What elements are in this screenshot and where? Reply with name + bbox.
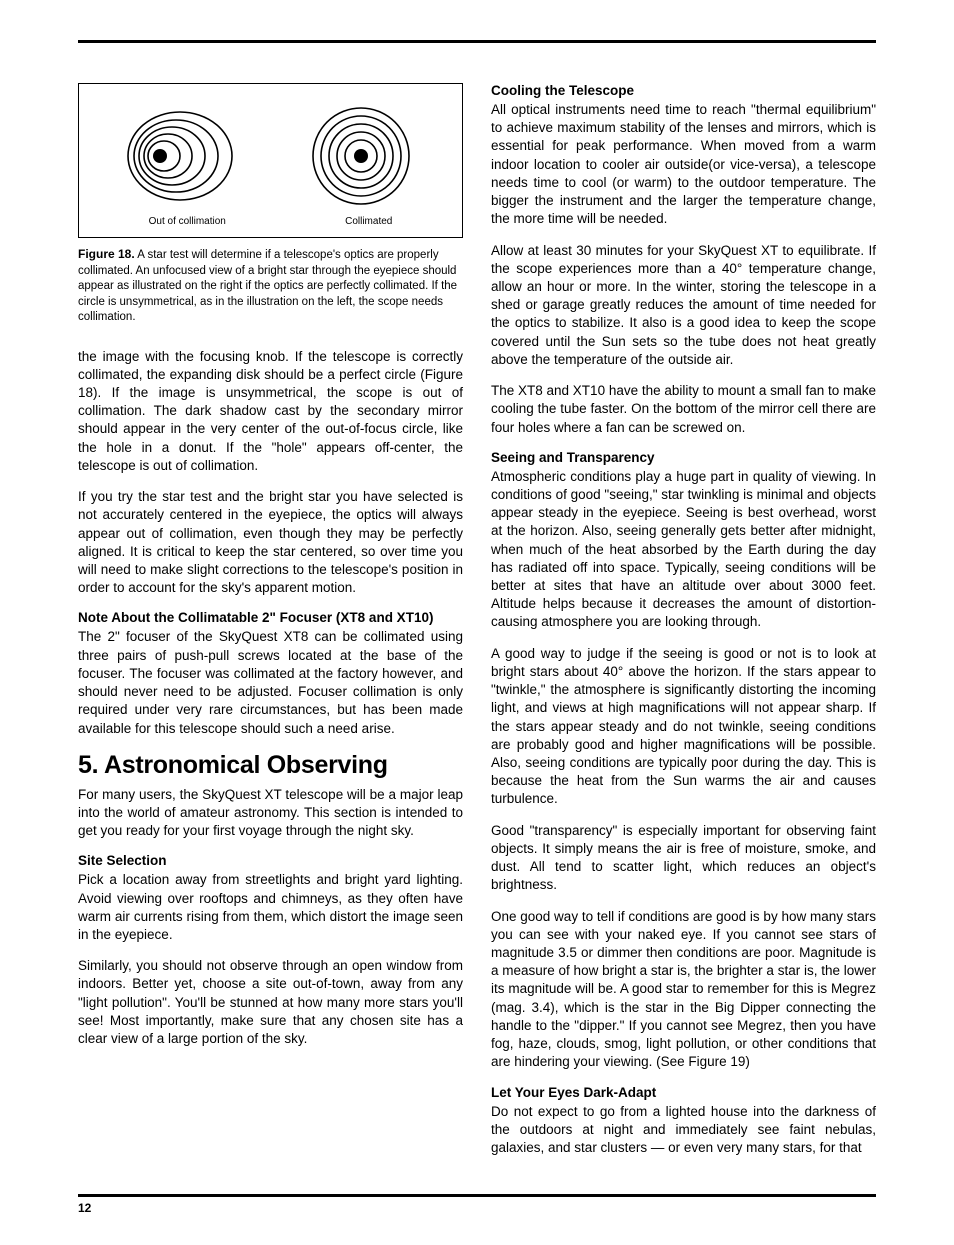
right-p3: The XT8 and XT10 have the ability to mou…	[491, 382, 876, 437]
bottom-rule	[78, 1194, 876, 1197]
collimated-label: Collimated	[345, 216, 392, 227]
heading-collimatable-focuser: Note About the Collimatable 2" Focuser (…	[78, 610, 463, 625]
collimated-diagram	[301, 98, 421, 208]
figure-18-caption-bold: Figure 18.	[78, 247, 135, 261]
heading-seeing-transparency: Seeing and Transparency	[491, 450, 876, 465]
left-p5: Pick a location away from streetlights a…	[78, 871, 463, 944]
heading-dark-adapt: Let Your Eyes Dark-Adapt	[491, 1085, 876, 1100]
left-column: Out of collimation Collimated Figure 18.…	[78, 83, 463, 1170]
out-of-collimation-label: Out of collimation	[149, 216, 226, 227]
figure-18-labels: Out of collimation Collimated	[89, 216, 452, 227]
left-p4: For many users, the SkyQuest XT telescop…	[78, 786, 463, 841]
left-p2: If you try the star test and the bright …	[78, 488, 463, 597]
figure-18-caption: Figure 18. A star test will determine if…	[78, 246, 463, 326]
figure-18-box: Out of collimation Collimated	[78, 83, 463, 238]
heading-cooling: Cooling the Telescope	[491, 83, 876, 98]
out-of-collimation-diagram	[120, 98, 240, 208]
two-column-layout: Out of collimation Collimated Figure 18.…	[78, 83, 876, 1170]
top-rule	[78, 40, 876, 43]
section-5-title: 5. Astronomical Observing	[78, 751, 463, 780]
left-p1: the image with the focusing knob. If the…	[78, 348, 463, 476]
right-p7: One good way to tell if conditions are g…	[491, 908, 876, 1072]
figure-18-diagrams	[89, 98, 452, 208]
figure-18-caption-text: A star test will determine if a telescop…	[78, 249, 457, 323]
right-p1: All optical instruments need time to rea…	[491, 101, 876, 229]
right-p6: Good "transparency" is especially import…	[491, 822, 876, 895]
page-number: 12	[78, 1201, 876, 1215]
right-column: Cooling the Telescope All optical instru…	[491, 83, 876, 1170]
heading-site-selection: Site Selection	[78, 853, 463, 868]
right-p5: A good way to judge if the seeing is goo…	[491, 645, 876, 809]
right-p2: Allow at least 30 minutes for your SkyQu…	[491, 242, 876, 370]
left-p3: The 2" focuser of the SkyQuest XT8 can b…	[78, 628, 463, 737]
right-p8: Do not expect to go from a lighted house…	[491, 1103, 876, 1158]
right-p4: Atmospheric conditions play a huge part …	[491, 468, 876, 632]
left-p6: Similarly, you should not observe throug…	[78, 957, 463, 1048]
